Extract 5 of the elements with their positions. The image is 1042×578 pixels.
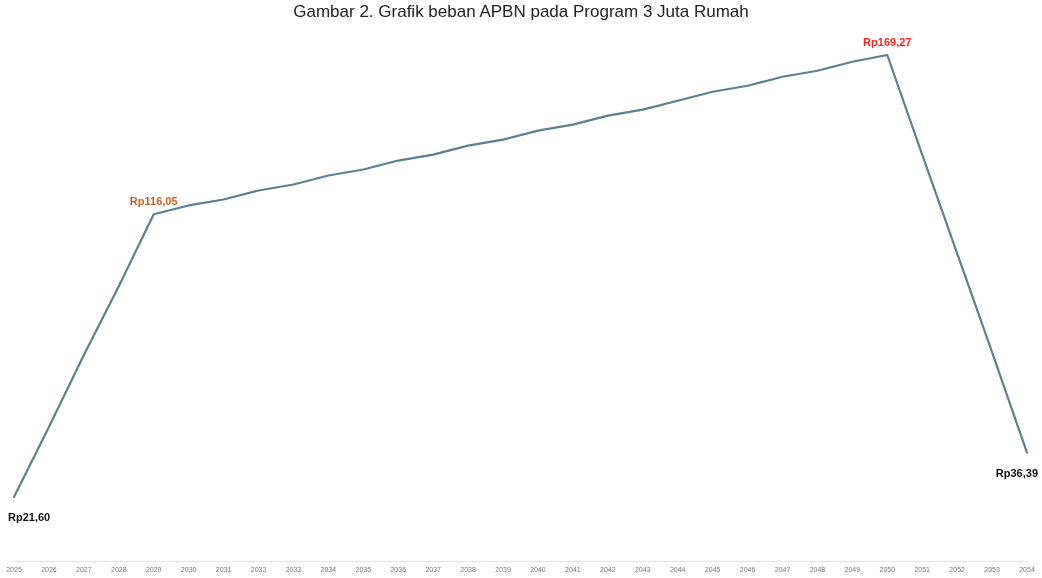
- data-label: Rp169,27: [863, 36, 912, 48]
- data-label: Rp116,05: [129, 195, 178, 208]
- data-label: Rp21,60: [8, 510, 51, 523]
- data-label: Rp36,39: [995, 466, 1039, 479]
- chart-title: Gambar 2. Grafik beban APBN pada Program 3 Juta Rumah: [292, 2, 750, 22]
